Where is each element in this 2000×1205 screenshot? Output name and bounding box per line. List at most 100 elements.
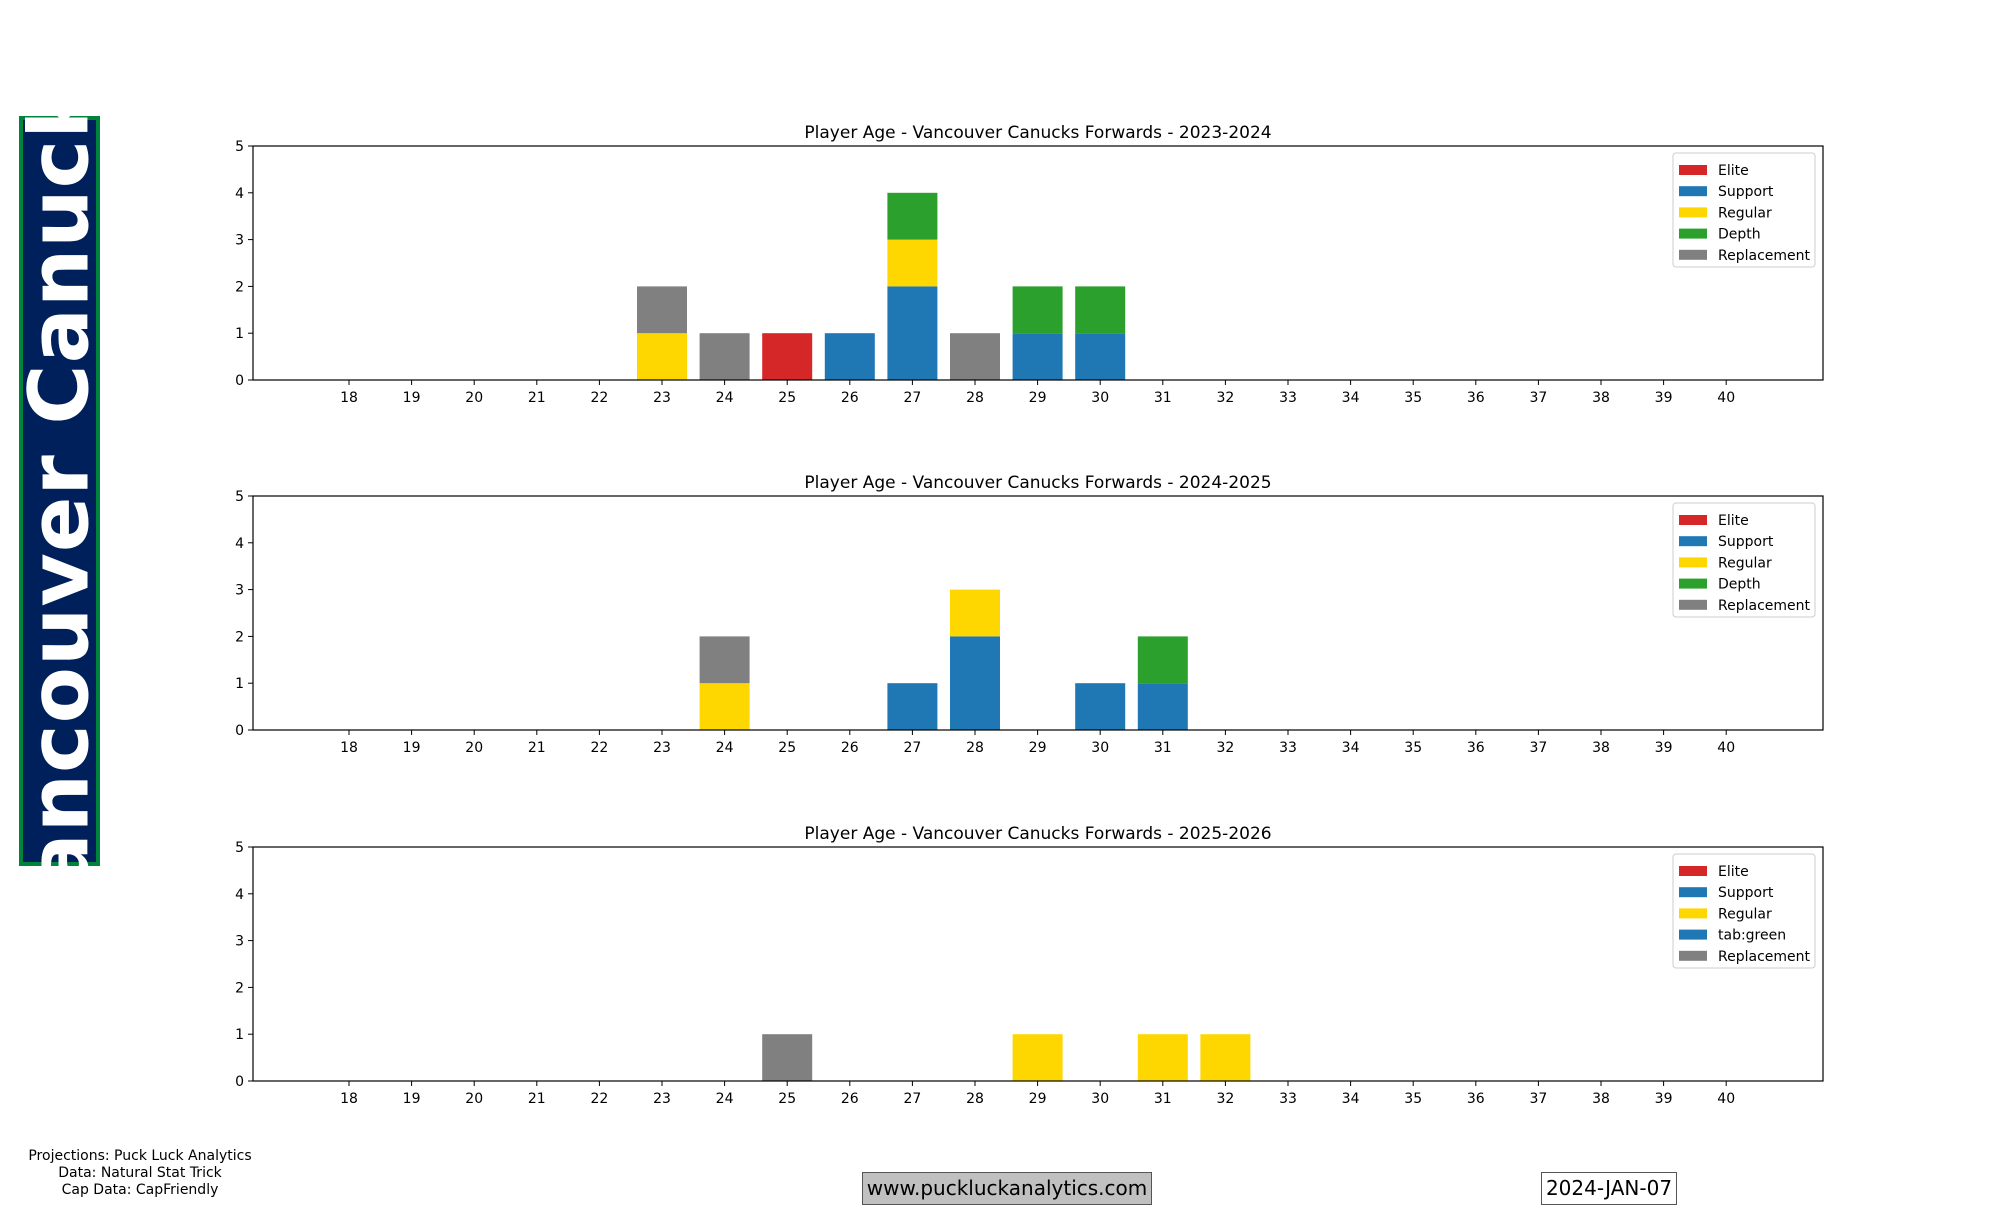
y-tick-label: 2 xyxy=(235,980,244,996)
x-tick-label: 35 xyxy=(1404,390,1422,406)
chart-3: Player Age - Vancouver Canucks Forwards … xyxy=(235,824,1824,1107)
legend-label: Depth xyxy=(1718,227,1761,243)
bar-regular xyxy=(950,589,1000,637)
x-tick-label: 24 xyxy=(716,740,734,756)
y-tick-label: 4 xyxy=(235,887,244,903)
x-tick-label: 38 xyxy=(1592,740,1610,756)
x-tick-label: 39 xyxy=(1655,740,1673,756)
x-tick-label: 38 xyxy=(1592,390,1610,406)
legend-swatch xyxy=(1679,186,1707,197)
legend-label: Replacement xyxy=(1718,949,1811,965)
legend-label: tab:green xyxy=(1718,928,1786,944)
credit-projections: Projections: Puck Luck Analytics xyxy=(28,1148,252,1164)
legend: Elite Support Regular Depth Replacement xyxy=(1672,502,1816,618)
legend-label: Support xyxy=(1718,885,1774,901)
chart-title: Player Age - Vancouver Canucks Forwards … xyxy=(804,824,1271,844)
x-tick-label: 30 xyxy=(1091,740,1109,756)
bar-support xyxy=(1012,333,1063,380)
x-tick-label: 36 xyxy=(1467,390,1485,406)
bar-support xyxy=(887,683,938,730)
x-tick-label: 19 xyxy=(403,390,421,406)
x-tick-label: 23 xyxy=(653,1091,671,1107)
team-banner: Vancouver Canucks xyxy=(12,33,107,948)
x-tick-label: 33 xyxy=(1279,390,1297,406)
x-tick-label: 19 xyxy=(403,740,421,756)
y-tick-label: 0 xyxy=(235,1074,244,1090)
legend-label: Elite xyxy=(1718,513,1749,529)
legend-label: Regular xyxy=(1718,205,1772,221)
x-tick-label: 22 xyxy=(590,740,608,756)
plot-frame xyxy=(252,846,1824,1082)
bar-replacement xyxy=(699,636,750,684)
x-tick-label: 21 xyxy=(528,1091,546,1107)
bar-support xyxy=(1075,683,1126,730)
legend-swatch xyxy=(1679,207,1707,218)
x-tick-label: 36 xyxy=(1467,1091,1485,1107)
bar-support xyxy=(887,286,938,380)
x-tick-label: 32 xyxy=(1216,740,1234,756)
x-tick-label: 25 xyxy=(778,390,796,406)
legend-swatch xyxy=(1679,536,1707,547)
bar-depth xyxy=(1137,636,1188,684)
legend-box xyxy=(1672,502,1816,618)
bar-support xyxy=(1137,683,1188,730)
x-tick-label: 22 xyxy=(590,1091,608,1107)
y-tick-label: 1 xyxy=(235,676,244,692)
plot-frame xyxy=(252,145,1824,381)
y-tick-label: 2 xyxy=(235,279,244,295)
x-tick-label: 32 xyxy=(1216,1091,1234,1107)
bar-depth xyxy=(1012,286,1063,334)
x-tick-label: 20 xyxy=(465,1091,483,1107)
legend-box xyxy=(1672,152,1816,268)
x-tick-label: 27 xyxy=(903,740,921,756)
credit-data: Data: Natural Stat Trick xyxy=(58,1165,222,1181)
bar-depth xyxy=(1075,286,1126,334)
chart-title: Player Age - Vancouver Canucks Forwards … xyxy=(804,473,1271,493)
x-tick-label: 32 xyxy=(1216,390,1234,406)
legend-swatch xyxy=(1679,950,1707,961)
x-tick-label: 21 xyxy=(528,390,546,406)
x-tick-label: 19 xyxy=(403,1091,421,1107)
bar-support xyxy=(1075,333,1126,380)
x-tick-label: 23 xyxy=(653,390,671,406)
x-tick-label: 35 xyxy=(1404,1091,1422,1107)
legend-swatch xyxy=(1679,228,1707,239)
credits: Projections: Puck Luck Analytics Data: N… xyxy=(20,1148,260,1199)
credit-cap-data: Cap Data: CapFriendly xyxy=(61,1182,219,1198)
y-tick-label: 4 xyxy=(235,536,244,552)
legend-swatch xyxy=(1679,165,1707,175)
bar-support xyxy=(824,333,875,380)
legend-label: Replacement xyxy=(1718,248,1811,264)
x-tick-label: 31 xyxy=(1154,1091,1172,1107)
bar-elite xyxy=(762,333,813,380)
website-link[interactable]: www.puckluckanalytics.com xyxy=(862,1172,1152,1205)
x-tick-label: 24 xyxy=(716,390,734,406)
legend-label: Elite xyxy=(1718,864,1749,880)
x-tick-label: 30 xyxy=(1091,1091,1109,1107)
bar-replacement xyxy=(762,1034,813,1081)
legend-swatch xyxy=(1679,887,1707,898)
chart-2: Player Age - Vancouver Canucks Forwards … xyxy=(235,473,1824,756)
x-tick-label: 40 xyxy=(1717,1091,1735,1107)
x-tick-label: 31 xyxy=(1154,390,1172,406)
x-tick-label: 36 xyxy=(1467,740,1485,756)
x-tick-label: 25 xyxy=(778,1091,796,1107)
bar-regular xyxy=(887,239,938,287)
x-tick-label: 29 xyxy=(1029,740,1047,756)
x-tick-label: 37 xyxy=(1529,390,1547,406)
x-tick-label: 26 xyxy=(841,1091,859,1107)
bar-regular xyxy=(1012,1034,1063,1081)
legend-swatch xyxy=(1679,249,1707,260)
y-tick-label: 5 xyxy=(235,840,244,856)
x-tick-label: 18 xyxy=(340,390,358,406)
x-tick-label: 40 xyxy=(1717,390,1735,406)
x-tick-label: 20 xyxy=(465,740,483,756)
x-tick-label: 26 xyxy=(841,390,859,406)
x-tick-label: 40 xyxy=(1717,740,1735,756)
x-tick-label: 18 xyxy=(340,1091,358,1107)
y-tick-label: 1 xyxy=(235,326,244,342)
legend-label: Elite xyxy=(1718,163,1749,179)
chart-title: Player Age - Vancouver Canucks Forwards … xyxy=(804,123,1271,143)
bar-depth xyxy=(887,192,938,240)
